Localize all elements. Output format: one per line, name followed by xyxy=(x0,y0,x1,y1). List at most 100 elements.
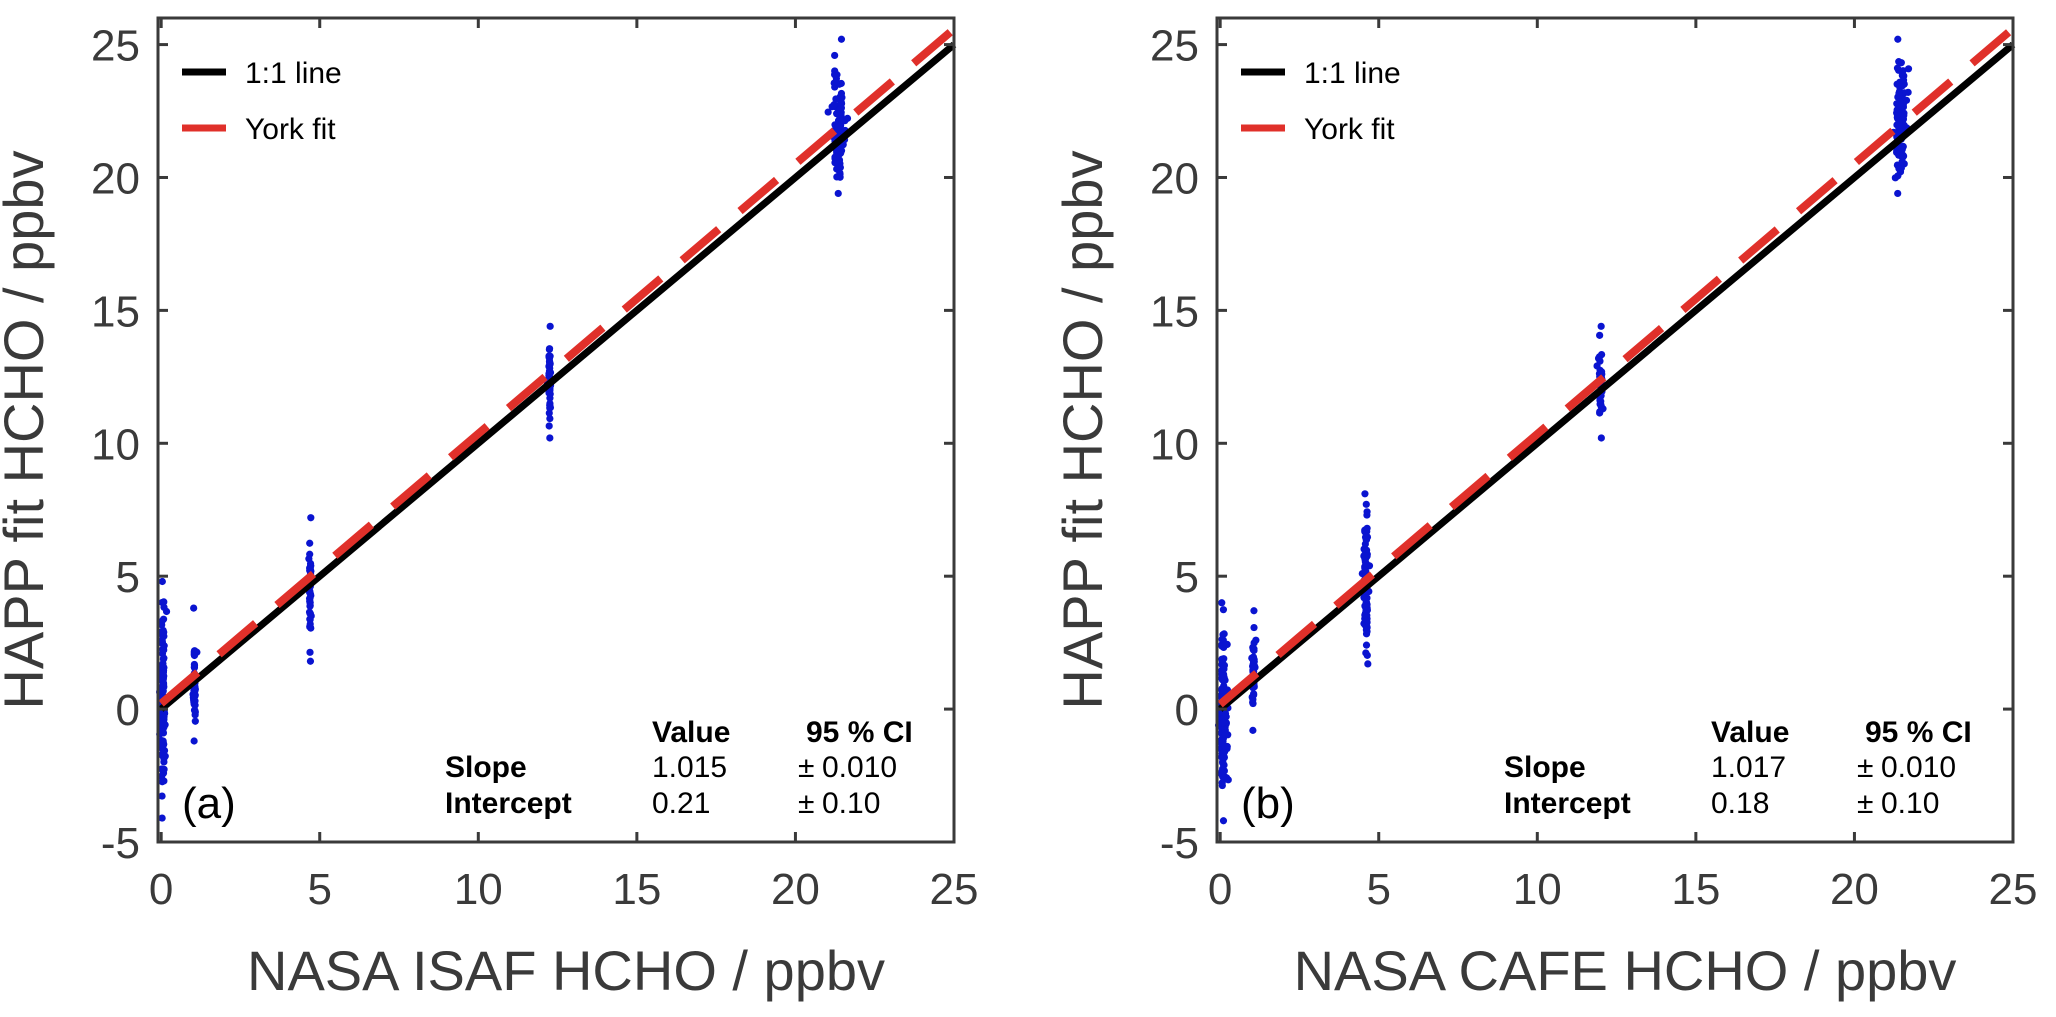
data-point xyxy=(1894,189,1902,198)
y-tick-label: -5 xyxy=(1160,819,1199,868)
x-tick-label: 15 xyxy=(612,865,661,914)
data-point xyxy=(160,642,168,650)
data-point xyxy=(545,409,553,417)
data-point xyxy=(157,662,166,670)
data-point xyxy=(305,608,314,616)
x-tick-label: 0 xyxy=(149,865,173,914)
data-point xyxy=(837,89,846,98)
data-point xyxy=(158,751,167,760)
x-tick-label: 0 xyxy=(1208,865,1232,914)
y-tick-label: -5 xyxy=(101,819,140,868)
york-fit-line xyxy=(158,25,957,707)
data-point xyxy=(546,360,554,368)
data-point xyxy=(191,717,199,725)
data-point xyxy=(836,173,844,181)
data-point xyxy=(190,651,198,659)
axis-ticks xyxy=(158,18,956,844)
data-point xyxy=(832,78,841,86)
y-tick-label: 0 xyxy=(1175,686,1199,735)
axis-ticks xyxy=(1217,18,2015,844)
x-tick-label: 10 xyxy=(1513,865,1562,914)
data-point xyxy=(160,654,168,662)
data-point xyxy=(1361,563,1369,571)
data-point xyxy=(1250,639,1258,647)
y-tick-label: 15 xyxy=(1150,287,1199,336)
y-axis-label: HAPP fit HCHO / ppbv xyxy=(0,150,55,709)
data-point xyxy=(1597,434,1605,442)
stats-row-pm: ± xyxy=(1857,787,1873,820)
data-point xyxy=(1249,662,1257,670)
data-point xyxy=(1218,660,1226,669)
stats-row-value: 1.015 xyxy=(652,751,727,784)
scatter-points xyxy=(156,35,852,822)
data-point xyxy=(832,95,840,103)
data-point xyxy=(1899,142,1907,151)
data-point xyxy=(306,657,315,665)
y-tick-label: 10 xyxy=(91,420,140,469)
data-point xyxy=(546,434,554,442)
stats-row-name: Slope xyxy=(1504,751,1586,784)
data-point xyxy=(1896,98,1904,106)
data-point xyxy=(1250,691,1258,699)
y-tick-label: 25 xyxy=(91,22,140,71)
data-point xyxy=(1893,64,1902,72)
york-fit-line xyxy=(1217,25,2016,708)
y-tick-label: 25 xyxy=(1150,22,1199,71)
data-point xyxy=(546,404,554,412)
data-point xyxy=(161,709,169,718)
data-point xyxy=(160,777,168,785)
data-point xyxy=(1218,655,1226,663)
data-point xyxy=(837,104,846,112)
data-point xyxy=(1248,654,1256,662)
data-point xyxy=(1900,111,1908,120)
stats-row-ci: 0.10 xyxy=(822,787,880,820)
y-axis-label: HAPP fit HCHO / ppbv xyxy=(1051,150,1114,709)
x-tick-label: 5 xyxy=(1366,865,1390,914)
data-point xyxy=(158,741,167,749)
data-point xyxy=(305,555,313,563)
scatter-points xyxy=(1214,35,1913,825)
data-point xyxy=(1224,776,1232,784)
data-point xyxy=(1220,761,1228,769)
y-tick-label: 5 xyxy=(1175,553,1199,602)
stats-row-value: 1.017 xyxy=(1711,751,1786,784)
panel-label: (b) xyxy=(1241,779,1295,828)
axes-frame xyxy=(156,16,956,844)
data-point xyxy=(545,354,554,362)
data-point xyxy=(1222,713,1230,721)
data-point xyxy=(1363,511,1371,519)
stats-row-name: Slope xyxy=(445,751,527,784)
legend-label-york-fit: York fit xyxy=(1304,113,1395,146)
data-point xyxy=(306,594,314,602)
y-tick-labels: -5 0 5 10 15 20 25 xyxy=(91,22,140,868)
stats-header-ci: 95 % CI xyxy=(806,716,913,749)
panel-label: (a) xyxy=(182,779,236,828)
data-point xyxy=(1895,91,1903,99)
data-point xyxy=(1220,630,1228,638)
x-tick-labels: 0 5 10 15 20 25 xyxy=(1208,865,2038,914)
data-point xyxy=(1896,83,1904,91)
axes-frame xyxy=(1215,16,2015,844)
x-axis-label: NASA ISAF HCHO / ppbv xyxy=(247,939,885,1002)
data-point xyxy=(307,624,315,632)
stats-row-name: Intercept xyxy=(445,787,572,820)
x-tick-label: 20 xyxy=(1830,865,1879,914)
stats-table: Value 95 % CI Slope 1.017 ± 0.010 Interc… xyxy=(1504,716,1972,820)
x-axis-label: NASA CAFE HCHO / ppbv xyxy=(1294,939,1957,1002)
data-point xyxy=(1218,779,1226,787)
stats-row-ci: 0.010 xyxy=(822,751,897,784)
data-point xyxy=(837,35,846,43)
data-point xyxy=(191,692,199,700)
data-point xyxy=(158,598,166,607)
data-point xyxy=(1597,322,1605,330)
data-point xyxy=(306,648,314,656)
data-point xyxy=(1221,731,1229,739)
data-point xyxy=(1362,649,1370,657)
stats-header-value: Value xyxy=(1711,716,1789,749)
data-point xyxy=(838,117,846,125)
data-point xyxy=(843,114,852,122)
data-point xyxy=(834,189,842,198)
x-tick-label: 25 xyxy=(930,865,979,914)
